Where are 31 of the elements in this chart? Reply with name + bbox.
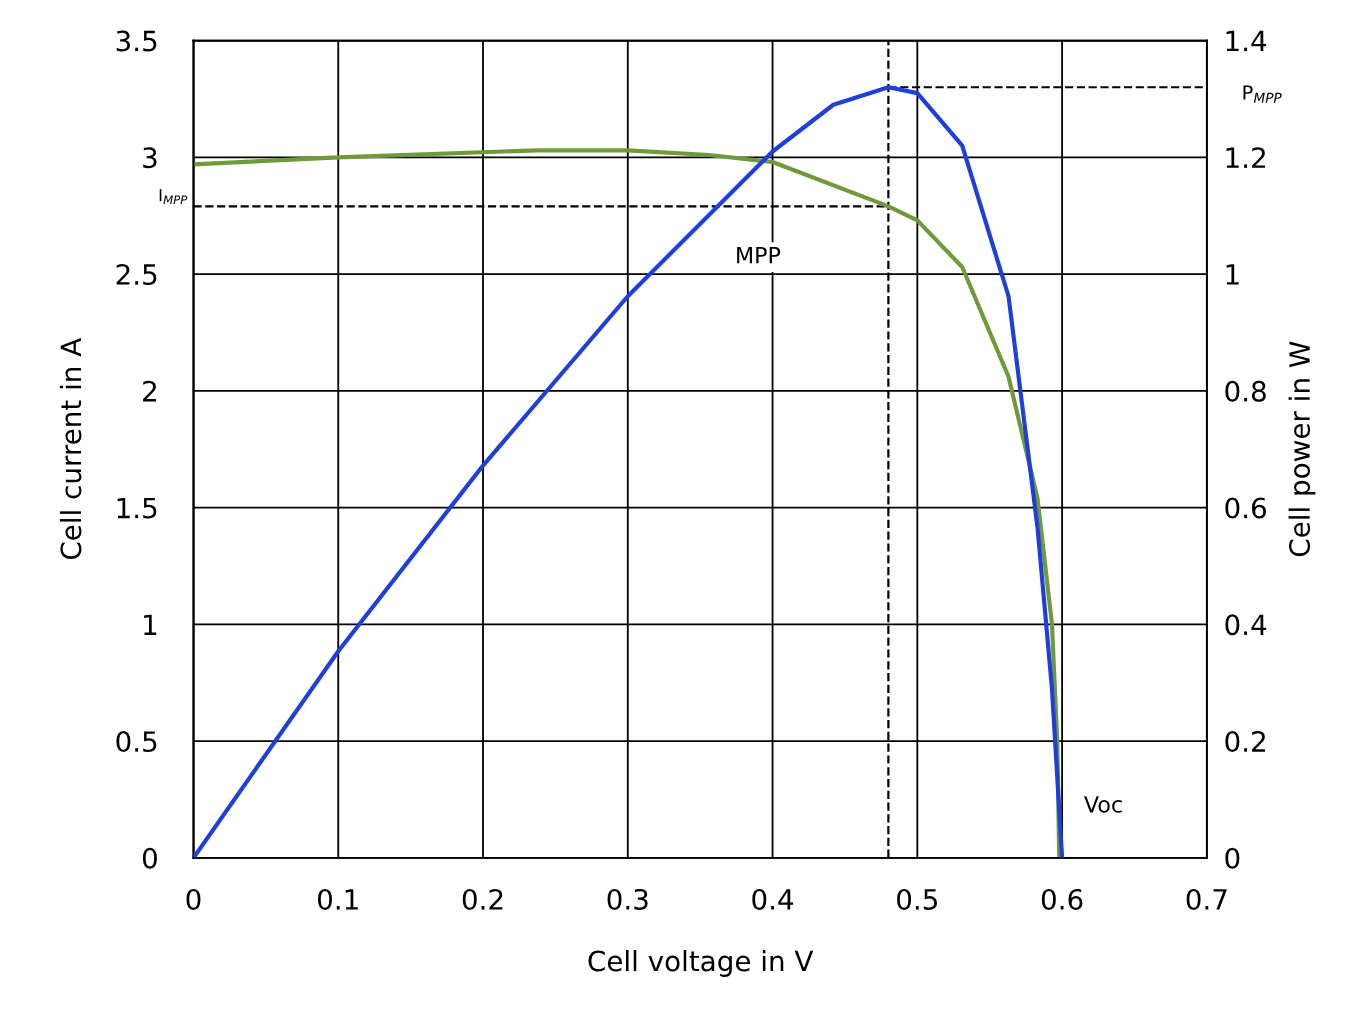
y-tick-label: 3	[143, 147, 157, 169]
y-tick-label: 0	[142, 847, 157, 869]
y2-axis-title: Cell power in W	[1288, 341, 1316, 557]
x-tick-label: 0.2	[462, 888, 503, 910]
y2-tick-label: 0.6	[1225, 497, 1266, 519]
x-tick-label: 0.4	[752, 888, 794, 910]
y-tick-label: 1	[144, 614, 157, 635]
y2-tick-label: 1.4	[1226, 30, 1267, 52]
x-tick-label: 0	[186, 888, 201, 910]
y-tick-label: 1.5	[117, 497, 157, 519]
y2-tick-label: 0.2	[1225, 731, 1265, 753]
x-tick-label: 0.6	[1041, 888, 1083, 910]
y-tick-label: 2	[143, 380, 156, 402]
annotation: MPP	[737, 247, 781, 264]
x-tick-label: 0.5	[897, 888, 937, 910]
y-tick-label: 0.5	[116, 731, 157, 753]
y2-tick-label: 0	[1225, 847, 1240, 869]
x-tick-label: 0.3	[607, 888, 648, 910]
ref-line-label: I$_{MPP}$	[159, 189, 188, 204]
y2-tick-label: 1.2	[1226, 147, 1265, 168]
y-axis-title: Cell current in A	[59, 337, 82, 560]
x-tick-label: 0.7	[1186, 888, 1227, 910]
ref-line-label: P$_{MPP}$	[1243, 85, 1282, 103]
y2-tick-label: 0.4	[1225, 614, 1267, 636]
y2-tick-label: 0.8	[1225, 380, 1266, 402]
y-tick-label: 3.5	[116, 30, 157, 52]
y2-tick-label: 1	[1226, 264, 1239, 285]
x-tick-label: 0.1	[317, 888, 358, 910]
y-tick-label: 2.5	[116, 264, 157, 286]
annotation: Voc	[1084, 796, 1122, 813]
x-axis-title: Cell voltage in V	[588, 950, 814, 977]
